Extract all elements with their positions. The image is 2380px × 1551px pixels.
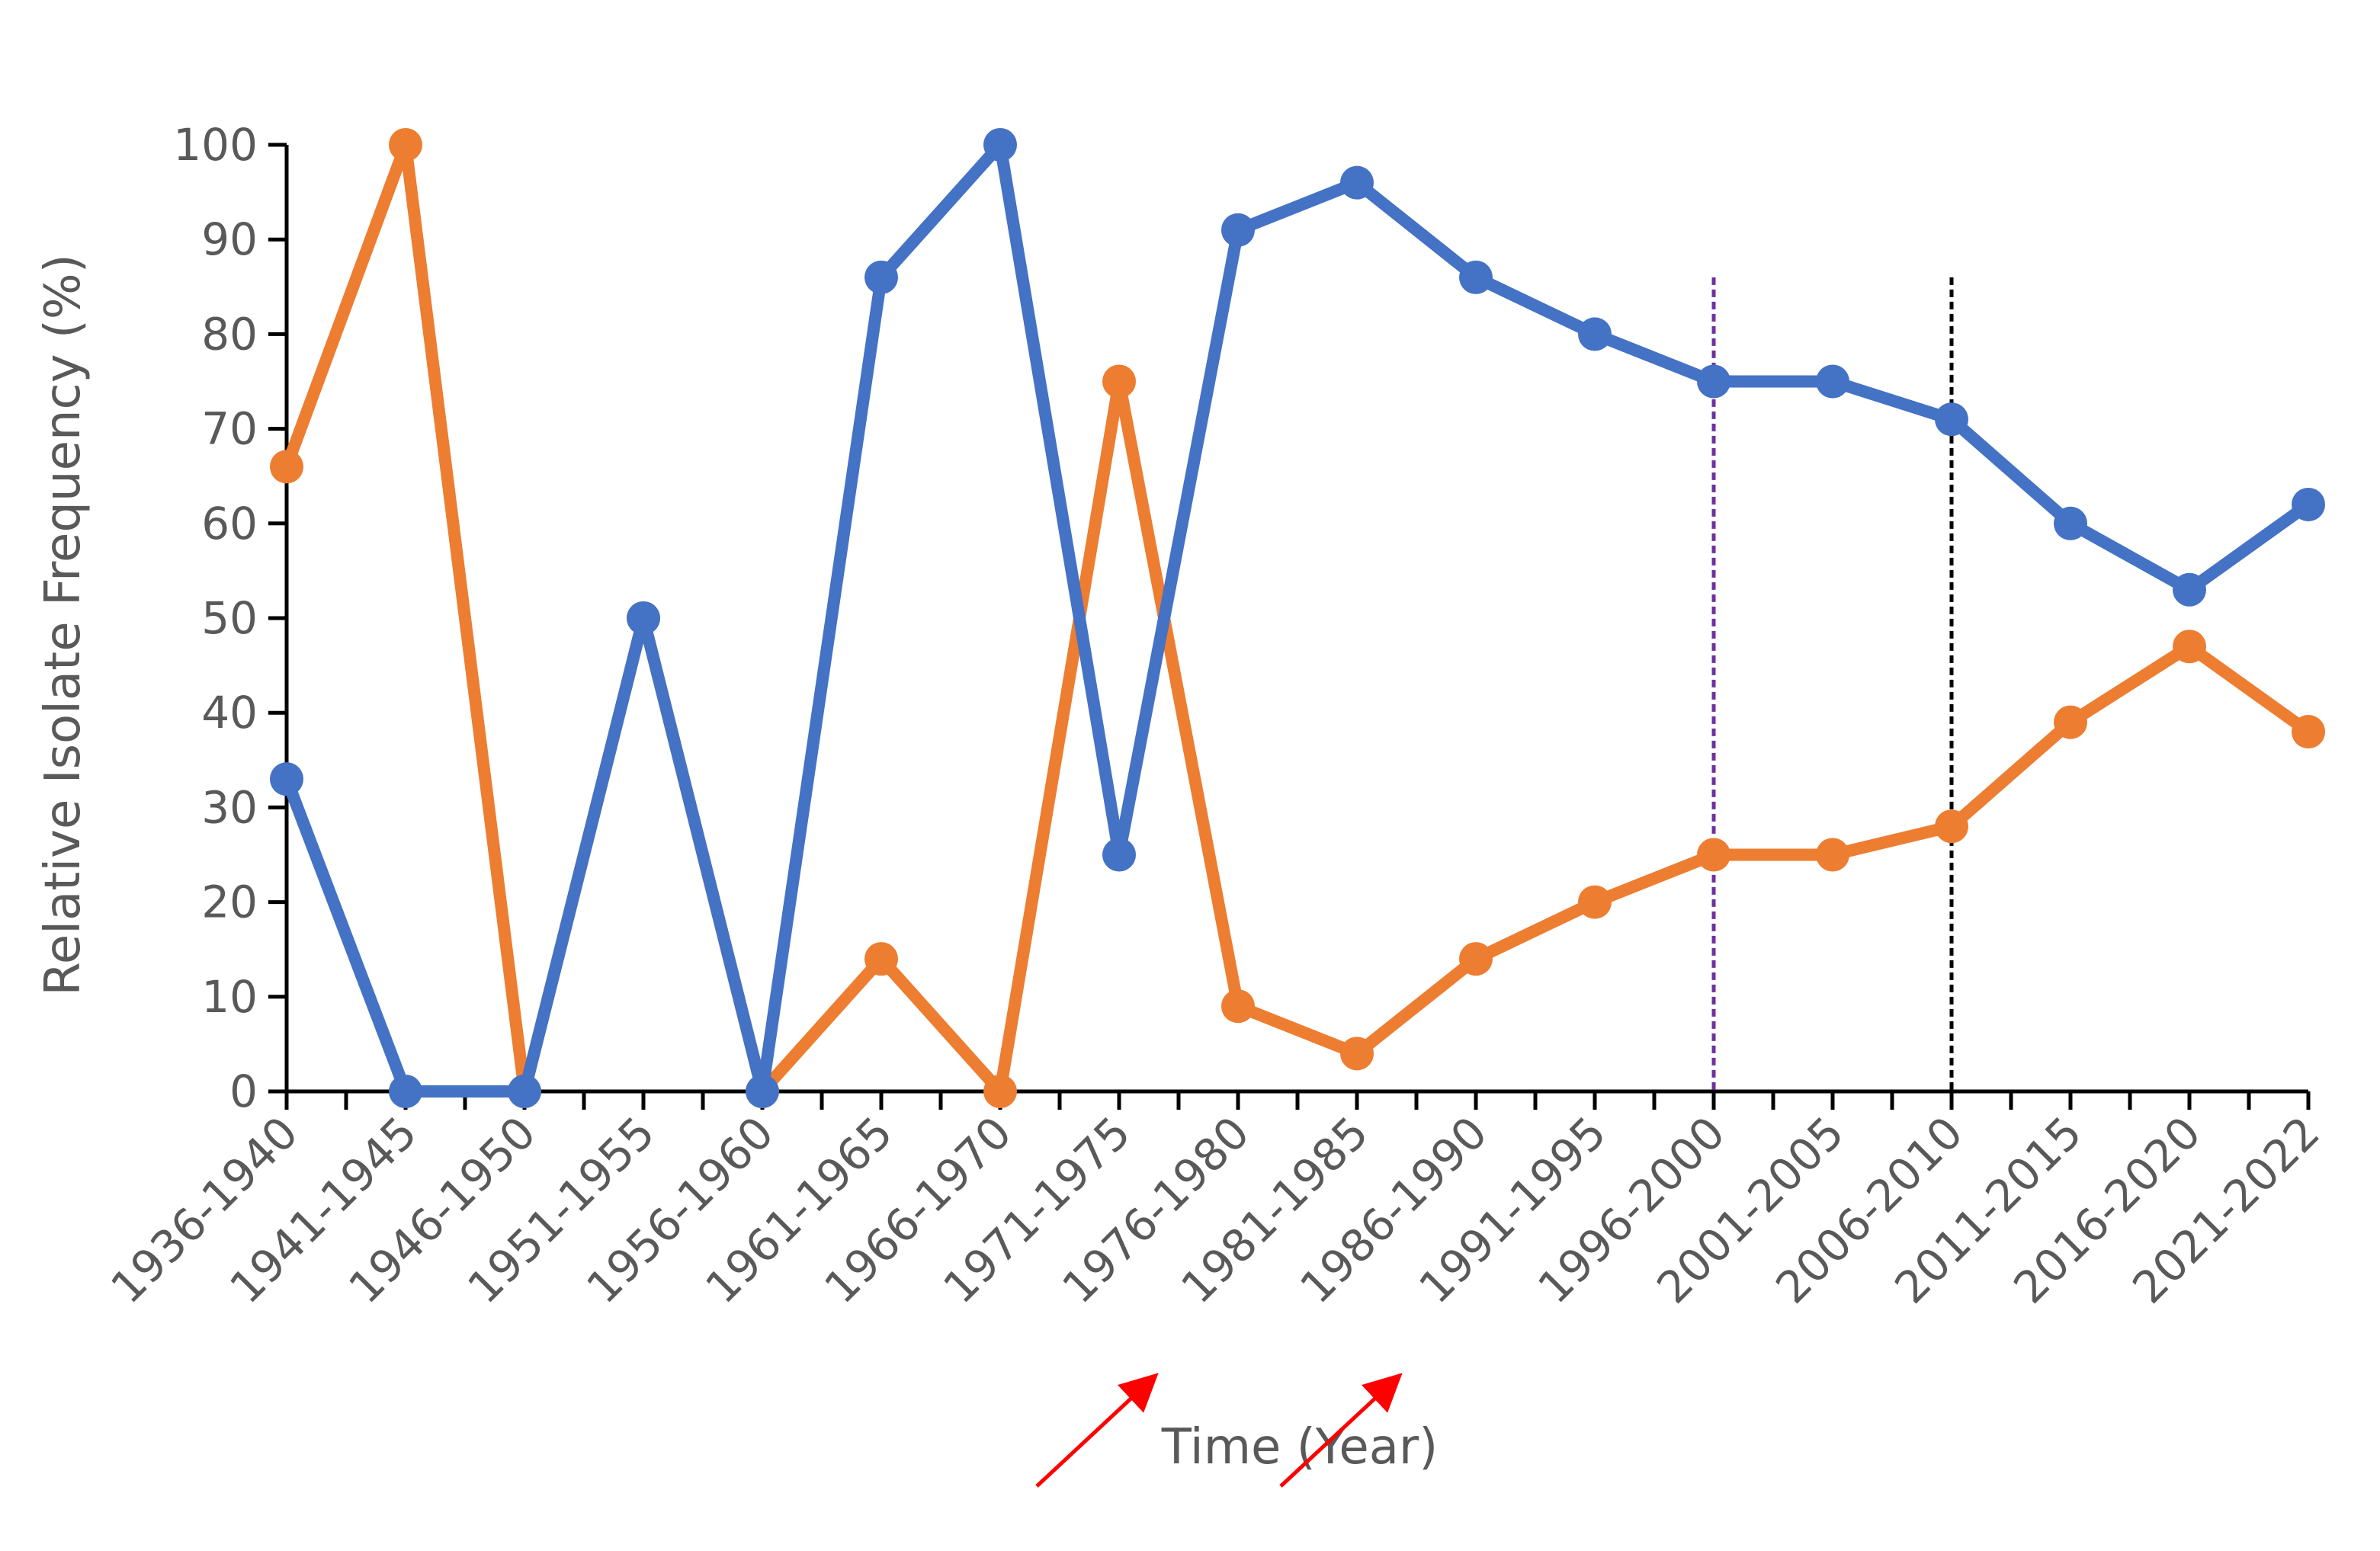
data-point — [389, 128, 422, 162]
data-point — [2292, 487, 2325, 521]
data-point — [983, 128, 1017, 162]
data-point — [2173, 572, 2206, 607]
data-point — [983, 1075, 1017, 1108]
data-point — [1102, 838, 1136, 872]
y-axis-title: Relative Isolate Frequency (%) — [35, 254, 91, 995]
data-point — [627, 601, 660, 635]
y-tick-label: 80 — [201, 308, 258, 360]
data-point — [1816, 838, 1849, 872]
data-point — [864, 942, 898, 976]
data-point — [1697, 838, 1730, 872]
data-point — [1459, 942, 1493, 976]
data-point — [1221, 989, 1255, 1024]
y-tick-label: 40 — [201, 687, 258, 739]
red-arrow — [1035, 1373, 1159, 1488]
data-point — [2054, 506, 2087, 540]
data-point — [1578, 885, 1612, 919]
x-axis-title: Time (Year) — [1161, 1419, 1438, 1476]
data-point — [508, 1075, 541, 1108]
data-point — [864, 260, 898, 294]
y-tick-label: 90 — [201, 213, 258, 265]
data-point — [1459, 260, 1493, 294]
y-tick-label: 100 — [173, 119, 258, 171]
y-tick-label: 20 — [201, 876, 258, 928]
data-point — [270, 450, 303, 484]
y-tick-label: 10 — [201, 971, 258, 1023]
y-tick-label: 30 — [201, 781, 258, 833]
data-point — [389, 1075, 422, 1108]
y-tick-label: 0 — [229, 1066, 258, 1117]
data-point — [1935, 402, 1968, 437]
data-point — [2292, 715, 2325, 749]
series-line — [281, 139, 2314, 1098]
data-point — [1935, 809, 1968, 844]
y-tick-label: 60 — [201, 498, 258, 550]
data-point — [1102, 364, 1136, 399]
data-point — [1340, 1037, 1374, 1071]
data-point — [270, 762, 303, 796]
data-point — [1340, 165, 1374, 200]
series-line — [281, 139, 2314, 1098]
data-point — [1221, 213, 1255, 247]
data-point — [2173, 630, 2206, 664]
red-arrow — [1279, 1373, 1403, 1488]
data-point — [1697, 364, 1730, 399]
data-point — [2054, 705, 2087, 739]
data-point — [1578, 317, 1612, 351]
data-point — [746, 1075, 779, 1108]
y-tick-label: 70 — [201, 403, 258, 455]
data-point — [1816, 364, 1849, 399]
y-tick-label: 50 — [201, 592, 258, 644]
